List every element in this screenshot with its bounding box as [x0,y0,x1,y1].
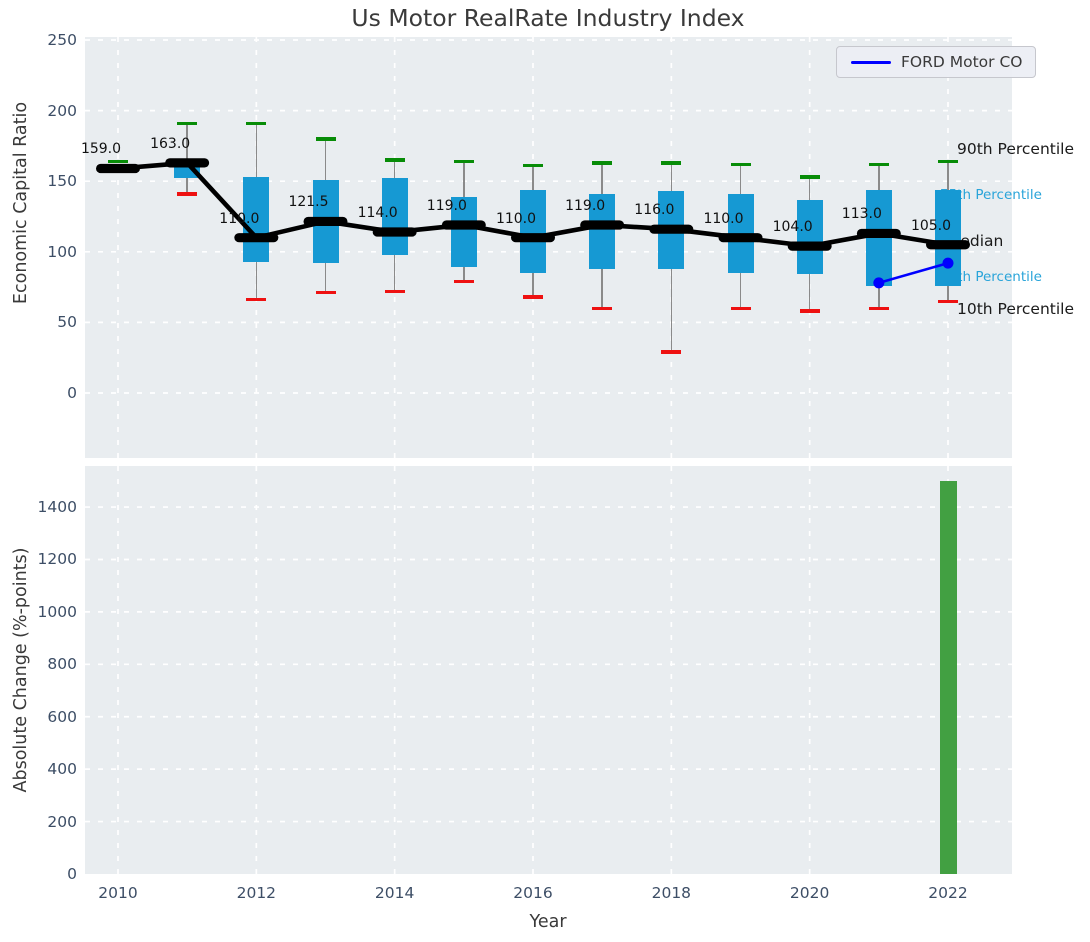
cap-10th-2015 [453,279,474,284]
ytick-bottom-1200: 1200 [37,550,77,569]
annotation-90th-percentile: 90th Percentile [957,140,1075,159]
xtick-2010: 2010 [98,884,138,902]
ytick-top-200: 200 [47,101,77,120]
cap-10th-2017 [592,306,613,310]
ytick-bottom-1000: 1000 [37,602,77,621]
ytick-bottom-1400: 1400 [37,498,77,517]
ytick-bottom-800: 800 [47,655,77,674]
ytick-bottom-0: 0 [67,865,77,883]
ytick-top-100: 100 [47,242,77,261]
median-label-2010: 159.0 [80,141,122,158]
legend: FORD Motor CO [836,46,1036,78]
ytick-top-0: 0 [67,384,77,402]
ytick-bottom-400: 400 [47,760,77,779]
cap-10th-2021 [868,306,889,310]
xtick-2012: 2012 [236,884,277,902]
xtick-2016: 2016 [513,884,553,902]
cap-10th-2019 [730,306,751,310]
plot-area-bottom [85,466,1012,874]
annotation-25th-percentile: 25th Percentile [940,268,1042,285]
ytick-bottom-200: 200 [47,812,77,831]
ytick-bottom-600: 600 [47,707,77,726]
median-label-2011: 163.0 [150,135,191,152]
annotation-10th-percentile: 10th Percentile [957,299,1075,318]
legend-label: FORD Motor CO [901,53,1023,71]
annotation-75th-percentile: 75th Percentile [940,187,1042,203]
xtick-2020: 2020 [789,884,830,902]
cap-90th-2013 [315,137,336,141]
xtick-2022: 2022 [928,884,968,902]
cap-10th-2013 [315,291,336,295]
xlabel: Year [529,912,567,932]
cap-90th-2011 [177,121,198,125]
xtick-2014: 2014 [374,884,415,902]
ylabel-top: Economic Capital Ratio [11,101,31,304]
chart-title: Us Motor RealRate Industry Index [351,4,745,32]
ylabel-bottom: Absolute Change (%-points) [11,547,31,793]
ytick-top-150: 150 [47,172,77,191]
xtick-2018: 2018 [651,884,692,902]
ytick-top-250: 250 [47,31,77,49]
ytick-top-50: 50 [57,313,77,332]
legend-line-sample [851,60,891,64]
